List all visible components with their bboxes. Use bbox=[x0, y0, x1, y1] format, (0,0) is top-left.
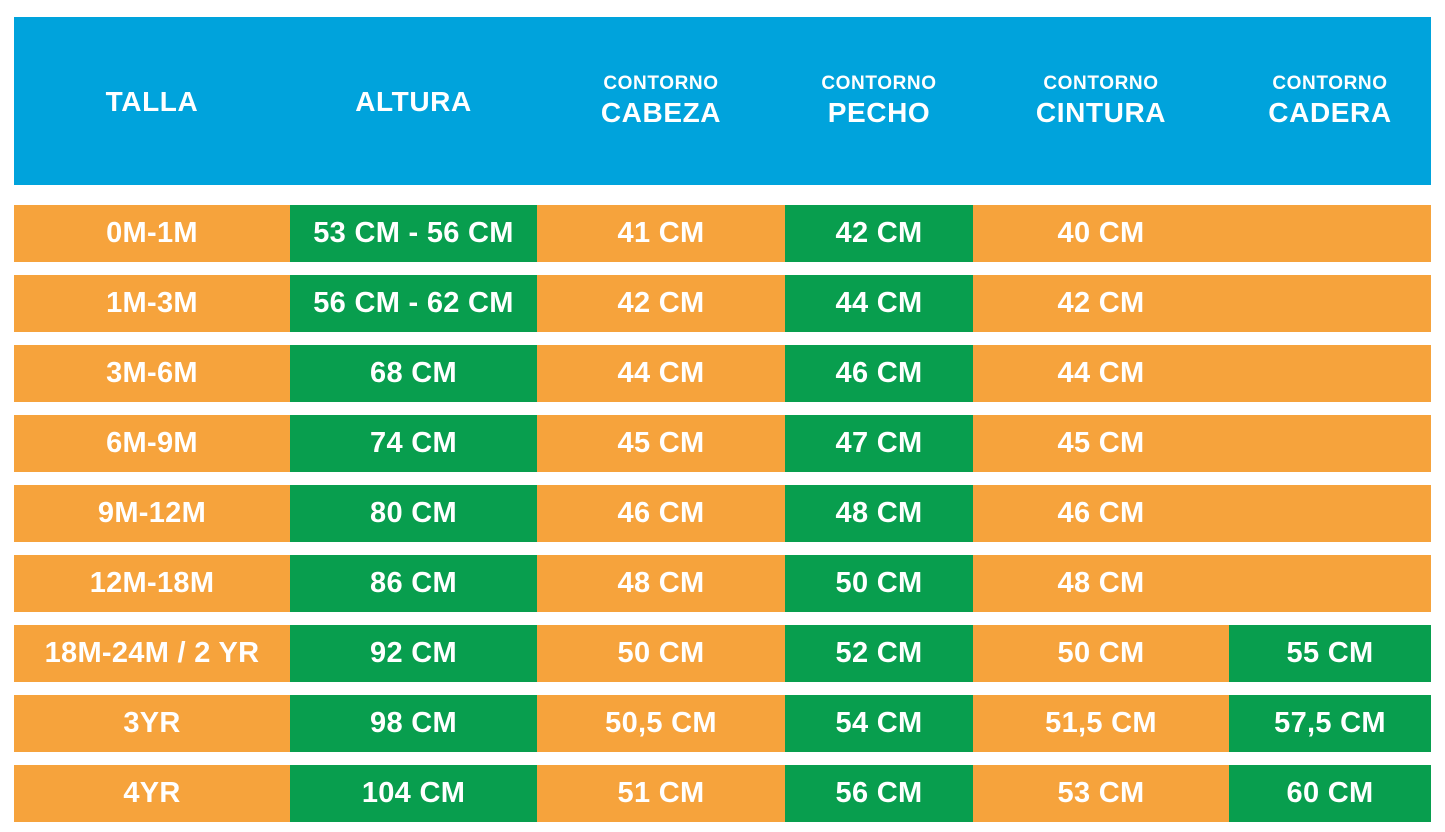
table-row: 18M-24M / 2 YR 92 CM 50 CM 52 CM 50 CM 55 CM bbox=[14, 625, 1431, 682]
table-cell bbox=[1229, 345, 1431, 402]
column-header-main-label: TALLA bbox=[105, 85, 199, 117]
table-cell: 42 CM bbox=[973, 275, 1229, 332]
column-header-altura: ALTURA bbox=[290, 17, 537, 185]
table-body: 0M-1M 53 CM - 56 CM 41 CM 42 CM 40 CM 1M-3M 56… bbox=[14, 205, 1431, 822]
size-chart-table: TALLA ALTURA CONTORNO CABEZA CONTORNO PE… bbox=[14, 17, 1431, 822]
table-cell: 3YR bbox=[14, 695, 290, 752]
table-cell: 56 CM - 62 CM bbox=[290, 275, 537, 332]
column-header-top-label: CONTORNO bbox=[1043, 72, 1159, 94]
table-cell: 47 CM bbox=[785, 415, 973, 472]
table-cell: 1M-3M bbox=[14, 275, 290, 332]
table-cell: 54 CM bbox=[785, 695, 973, 752]
table-cell bbox=[1229, 205, 1431, 262]
table-cell: 0M-1M bbox=[14, 205, 290, 262]
table-cell: 51 CM bbox=[537, 765, 785, 822]
table-row: 3YR 98 CM 50,5 CM 54 CM 51,5 CM 57,5 CM bbox=[14, 695, 1431, 752]
table-cell: 44 CM bbox=[785, 275, 973, 332]
table-cell: 51,5 CM bbox=[973, 695, 1229, 752]
table-cell: 98 CM bbox=[290, 695, 537, 752]
table-cell: 57,5 CM bbox=[1229, 695, 1431, 752]
column-header-main-label: ALTURA bbox=[355, 85, 472, 117]
column-header-top-label: CONTORNO bbox=[821, 72, 937, 94]
table-cell bbox=[1229, 555, 1431, 612]
table-cell: 44 CM bbox=[973, 345, 1229, 402]
column-header-top-label: CONTORNO bbox=[1272, 72, 1388, 94]
table-cell: 40 CM bbox=[973, 205, 1229, 262]
table-cell: 50 CM bbox=[785, 555, 973, 612]
table-row: 4YR 104 CM 51 CM 56 CM 53 CM 60 CM bbox=[14, 765, 1431, 822]
table-cell: 92 CM bbox=[290, 625, 537, 682]
table-cell: 4YR bbox=[14, 765, 290, 822]
table-row: 9M-12M 80 CM 46 CM 48 CM 46 CM bbox=[14, 485, 1431, 542]
column-header-main-label: PECHO bbox=[827, 97, 931, 129]
column-header-contorno-cintura: CONTORNO CINTURA bbox=[973, 17, 1229, 185]
table-cell: 50,5 CM bbox=[537, 695, 785, 752]
table-cell: 48 CM bbox=[973, 555, 1229, 612]
column-header-contorno-cabeza: CONTORNO CABEZA bbox=[537, 17, 785, 185]
table-cell: 12M-18M bbox=[14, 555, 290, 612]
table-cell: 48 CM bbox=[785, 485, 973, 542]
table-cell: 42 CM bbox=[785, 205, 973, 262]
table-cell: 45 CM bbox=[537, 415, 785, 472]
table-row: 12M-18M 86 CM 48 CM 50 CM 48 CM bbox=[14, 555, 1431, 612]
table-header-row: TALLA ALTURA CONTORNO CABEZA CONTORNO PE… bbox=[14, 17, 1431, 185]
table-cell: 46 CM bbox=[537, 485, 785, 542]
table-row: 1M-3M 56 CM - 62 CM 42 CM 44 CM 42 CM bbox=[14, 275, 1431, 332]
column-header-top-label: CONTORNO bbox=[603, 72, 719, 94]
table-cell: 86 CM bbox=[290, 555, 537, 612]
table-cell: 55 CM bbox=[1229, 625, 1431, 682]
table-cell: 18M-24M / 2 YR bbox=[14, 625, 290, 682]
table-cell: 42 CM bbox=[537, 275, 785, 332]
table-cell: 74 CM bbox=[290, 415, 537, 472]
table-cell bbox=[1229, 415, 1431, 472]
column-header-main-label: CINTURA bbox=[1035, 97, 1167, 129]
table-cell: 46 CM bbox=[785, 345, 973, 402]
table-cell: 53 CM bbox=[973, 765, 1229, 822]
table-cell: 52 CM bbox=[785, 625, 973, 682]
table-cell: 104 CM bbox=[290, 765, 537, 822]
table-row: 3M-6M 68 CM 44 CM 46 CM 44 CM bbox=[14, 345, 1431, 402]
table-cell bbox=[1229, 485, 1431, 542]
table-row: 0M-1M 53 CM - 56 CM 41 CM 42 CM 40 CM bbox=[14, 205, 1431, 262]
table-cell: 9M-12M bbox=[14, 485, 290, 542]
table-cell: 41 CM bbox=[537, 205, 785, 262]
table-cell bbox=[1229, 275, 1431, 332]
table-cell: 46 CM bbox=[973, 485, 1229, 542]
column-header-main-label: CADERA bbox=[1268, 97, 1392, 129]
column-header-contorno-cadera: CONTORNO CADERA bbox=[1229, 17, 1431, 185]
table-cell: 80 CM bbox=[290, 485, 537, 542]
table-row: 6M-9M 74 CM 45 CM 47 CM 45 CM bbox=[14, 415, 1431, 472]
table-cell: 6M-9M bbox=[14, 415, 290, 472]
table-cell: 45 CM bbox=[973, 415, 1229, 472]
column-header-main-label: CABEZA bbox=[600, 97, 722, 129]
table-cell: 44 CM bbox=[537, 345, 785, 402]
table-cell: 68 CM bbox=[290, 345, 537, 402]
table-cell: 56 CM bbox=[785, 765, 973, 822]
table-cell: 3M-6M bbox=[14, 345, 290, 402]
table-cell: 53 CM - 56 CM bbox=[290, 205, 537, 262]
column-header-talla: TALLA bbox=[14, 17, 290, 185]
table-cell: 50 CM bbox=[973, 625, 1229, 682]
table-cell: 48 CM bbox=[537, 555, 785, 612]
table-cell: 50 CM bbox=[537, 625, 785, 682]
column-header-contorno-pecho: CONTORNO PECHO bbox=[785, 17, 973, 185]
table-cell: 60 CM bbox=[1229, 765, 1431, 822]
